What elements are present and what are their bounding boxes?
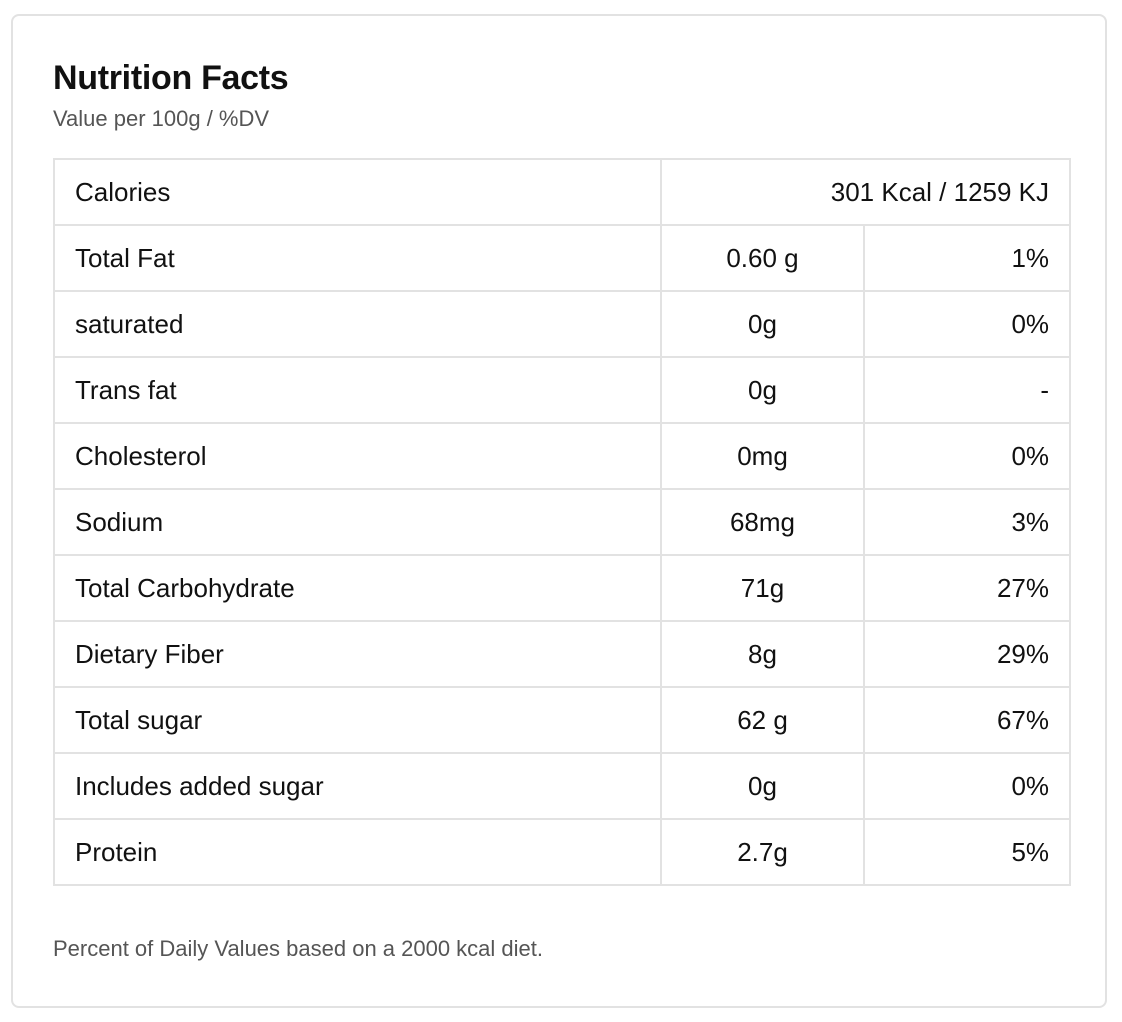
footnote: Percent of Daily Values based on a 2000 … [53, 936, 544, 961]
nutrient-daily-value: 0% [862, 290, 1072, 358]
calories-label: Calories [53, 158, 662, 226]
nutrient-row: Total Fat 0.60 g 1% [53, 224, 1072, 292]
nutrient-amount: 62 g [660, 686, 865, 754]
nutrient-daily-value: - [862, 356, 1072, 424]
nutrient-amount: 0g [660, 356, 865, 424]
nutrient-name: Sodium [53, 488, 662, 556]
panel-subtitle: Value per 100g / %DV [53, 106, 270, 131]
nutrient-daily-value: 29% [862, 620, 1072, 688]
nutrient-amount: 2.7g [660, 818, 865, 886]
nutrient-name: Dietary Fiber [53, 620, 662, 688]
nutrient-daily-value: 0% [862, 422, 1072, 490]
nutrient-amount: 0g [660, 290, 865, 358]
nutrient-row: Trans fat 0g - [53, 356, 1072, 424]
nutrient-name: Total Carbohydrate [53, 554, 662, 622]
nutrient-name: Includes added sugar [53, 752, 662, 820]
nutrient-row: Total sugar 62 g 67% [53, 686, 1072, 754]
panel-title: Nutrition Facts [53, 59, 289, 97]
nutrient-row: Protein 2.7g 5% [53, 818, 1072, 886]
calories-row: Calories 301 Kcal / 1259 KJ [53, 158, 1072, 226]
nutrient-amount: 0g [660, 752, 865, 820]
nutrient-amount: 0.60 g [660, 224, 865, 292]
nutrient-row: Total Carbohydrate 71g 27% [53, 554, 1072, 622]
nutrient-row: Sodium 68mg 3% [53, 488, 1072, 556]
nutrient-daily-value: 67% [862, 686, 1072, 754]
nutrient-amount: 68mg [660, 488, 865, 556]
nutrient-daily-value: 1% [862, 224, 1072, 292]
nutrition-table: Calories 301 Kcal / 1259 KJ Total Fat 0.… [53, 158, 1072, 886]
nutrient-amount: 0mg [660, 422, 865, 490]
nutrient-row: saturated 0g 0% [53, 290, 1072, 358]
nutrient-row: Dietary Fiber 8g 29% [53, 620, 1072, 688]
nutrient-daily-value: 0% [862, 752, 1072, 820]
nutrient-row: Includes added sugar 0g 0% [53, 752, 1072, 820]
nutrient-daily-value: 5% [862, 818, 1072, 886]
nutrition-facts-card: Nutrition Facts Value per 100g / %DV Cal… [11, 14, 1107, 1008]
nutrient-name: Total Fat [53, 224, 662, 292]
nutrient-amount: 8g [660, 620, 865, 688]
nutrient-name: Cholesterol [53, 422, 662, 490]
nutrient-row: Cholesterol 0mg 0% [53, 422, 1072, 490]
nutrient-daily-value: 3% [862, 488, 1072, 556]
nutrient-name: Protein [53, 818, 662, 886]
nutrient-daily-value: 27% [862, 554, 1072, 622]
nutrient-name: saturated [53, 290, 662, 358]
calories-value: 301 Kcal / 1259 KJ [659, 158, 1072, 226]
nutrient-name: Trans fat [53, 356, 662, 424]
nutrient-amount: 71g [660, 554, 865, 622]
nutrient-name: Total sugar [53, 686, 662, 754]
